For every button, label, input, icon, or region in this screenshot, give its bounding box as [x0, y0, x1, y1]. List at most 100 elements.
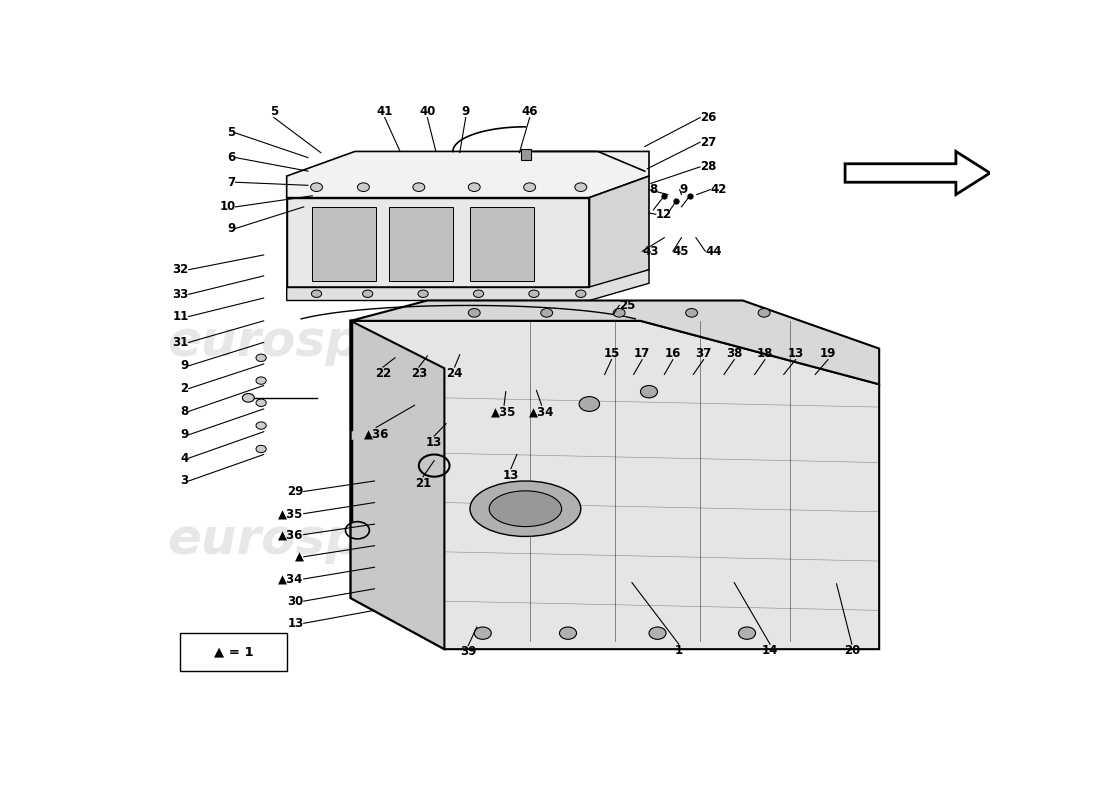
Text: 20: 20 [844, 644, 860, 658]
Text: 22: 22 [375, 367, 392, 380]
Polygon shape [470, 207, 534, 281]
Circle shape [685, 309, 697, 317]
Text: 8: 8 [649, 183, 658, 196]
Text: 29: 29 [287, 485, 304, 498]
Ellipse shape [470, 481, 581, 537]
Circle shape [649, 627, 666, 639]
Text: 32: 32 [173, 263, 189, 276]
Polygon shape [287, 151, 649, 198]
Text: ▲34: ▲34 [278, 573, 304, 586]
Text: 24: 24 [447, 367, 463, 380]
Circle shape [560, 627, 576, 639]
Text: ▲35: ▲35 [278, 507, 304, 520]
Text: ▲: ▲ [295, 550, 304, 563]
Polygon shape [389, 207, 453, 281]
Circle shape [640, 386, 658, 398]
Circle shape [575, 183, 586, 191]
Circle shape [738, 627, 756, 639]
Text: 40: 40 [419, 105, 436, 118]
Text: 42: 42 [711, 183, 727, 196]
Polygon shape [351, 301, 879, 384]
Circle shape [256, 422, 266, 430]
Text: 11: 11 [173, 310, 189, 323]
Text: 9: 9 [180, 359, 189, 372]
Circle shape [358, 183, 370, 191]
Text: ▲35: ▲35 [492, 406, 517, 418]
Text: 1: 1 [674, 644, 683, 658]
Text: 13: 13 [788, 346, 804, 360]
Text: ▲36: ▲36 [363, 427, 389, 441]
Text: 12: 12 [656, 208, 672, 221]
Text: 31: 31 [173, 336, 189, 349]
Circle shape [474, 627, 492, 639]
Circle shape [758, 309, 770, 317]
Text: 30: 30 [287, 594, 304, 608]
Circle shape [473, 290, 484, 298]
Text: 27: 27 [700, 136, 716, 149]
Polygon shape [287, 198, 590, 292]
Polygon shape [590, 176, 649, 292]
Text: 13: 13 [503, 469, 519, 482]
Polygon shape [351, 321, 879, 649]
Circle shape [418, 290, 428, 298]
Polygon shape [351, 321, 444, 649]
Text: 19: 19 [820, 346, 836, 360]
Text: 10: 10 [219, 200, 235, 214]
Text: 23: 23 [410, 367, 427, 380]
Text: 43: 43 [642, 245, 659, 258]
Text: 16: 16 [664, 346, 681, 360]
Text: 33: 33 [173, 288, 189, 301]
Text: ▲36: ▲36 [278, 528, 304, 541]
Circle shape [412, 183, 425, 191]
Text: 2: 2 [180, 382, 189, 395]
Text: ▲ = 1: ▲ = 1 [214, 645, 254, 658]
Text: 9: 9 [180, 428, 189, 442]
Text: 28: 28 [700, 160, 716, 174]
Text: 21: 21 [415, 477, 431, 490]
FancyBboxPatch shape [180, 633, 287, 670]
Polygon shape [312, 207, 376, 281]
Text: 9: 9 [462, 105, 470, 118]
Circle shape [529, 290, 539, 298]
Text: 4: 4 [180, 452, 189, 465]
Text: 9: 9 [680, 183, 688, 196]
Text: 9: 9 [228, 222, 235, 235]
Text: 14: 14 [762, 644, 778, 658]
Text: 6: 6 [228, 151, 235, 164]
Text: eurospares: eurospares [167, 318, 483, 366]
Text: 13: 13 [287, 617, 304, 630]
Text: eurospares: eurospares [167, 515, 483, 563]
Text: 5: 5 [228, 126, 235, 139]
Ellipse shape [490, 491, 562, 526]
Text: 45: 45 [673, 245, 690, 258]
Text: 39: 39 [460, 646, 476, 658]
Circle shape [256, 377, 266, 384]
Text: 3: 3 [180, 474, 189, 487]
Text: 13: 13 [426, 436, 442, 449]
Circle shape [579, 397, 600, 411]
Circle shape [469, 309, 481, 317]
Circle shape [524, 183, 536, 191]
Text: 46: 46 [521, 105, 538, 118]
Circle shape [363, 290, 373, 298]
Circle shape [310, 183, 322, 191]
Text: 38: 38 [726, 346, 742, 360]
Polygon shape [287, 270, 649, 301]
Circle shape [575, 290, 586, 298]
Text: 37: 37 [695, 346, 712, 360]
Circle shape [256, 399, 266, 406]
Text: 41: 41 [376, 105, 393, 118]
Text: ▲34: ▲34 [529, 406, 554, 418]
Text: 5: 5 [270, 105, 278, 118]
Text: 7: 7 [228, 176, 235, 189]
Circle shape [311, 290, 321, 298]
Bar [521, 149, 531, 160]
Text: 17: 17 [634, 346, 650, 360]
Text: 18: 18 [757, 346, 773, 360]
Circle shape [242, 394, 254, 402]
Circle shape [541, 309, 552, 317]
Circle shape [469, 183, 481, 191]
Text: 44: 44 [705, 245, 722, 258]
Circle shape [613, 309, 625, 317]
Polygon shape [845, 151, 990, 194]
